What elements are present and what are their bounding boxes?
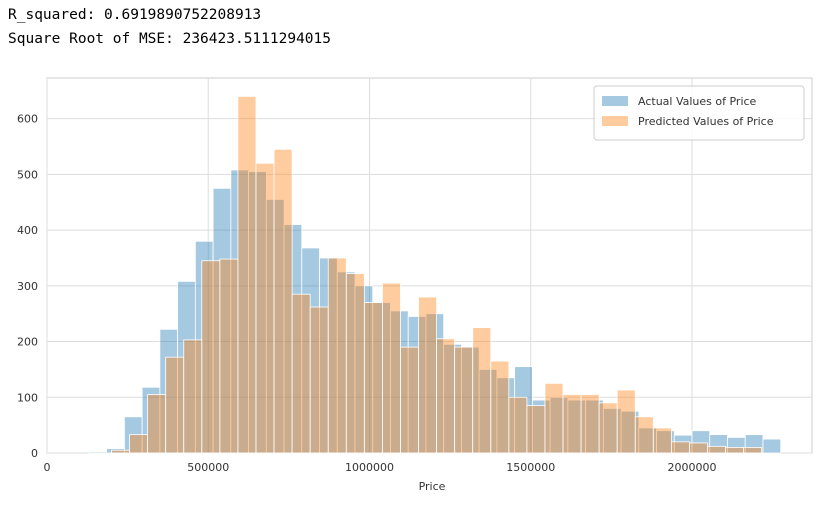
bar [255,162,275,454]
y-tick-label: 400 [17,224,38,237]
bar [707,445,726,454]
bar [508,396,528,454]
bar [725,447,745,454]
bar [580,394,600,454]
y-tick-label: 500 [17,168,38,181]
bar [526,405,546,454]
bar [309,306,329,454]
bar [237,95,257,454]
bar [273,148,293,454]
legend-label: Predicted Values of Price [638,115,774,128]
bar [165,356,185,454]
output-line: R_squared: 0.6919890752208913 [8,7,262,23]
bar [544,382,564,454]
y-tick-label: 0 [31,447,38,460]
legend-swatch [602,96,628,106]
bar [562,394,582,454]
bar [689,442,708,454]
x-axis-label: Price [419,480,446,493]
legend-label: Actual Values of Price [638,95,757,108]
bar [436,338,456,454]
output-line: Square Root of MSE: 236423.5111294015 [8,31,332,47]
bar [382,282,401,454]
x-tick-label: 1500000 [506,461,555,474]
bar [327,257,347,454]
legend-box [593,85,805,141]
bar [183,339,203,454]
x-tick-label: 0 [44,461,51,474]
bar [219,258,239,454]
bar [418,296,437,454]
x-tick-label: 1000000 [345,461,394,474]
y-tick-label: 100 [17,391,38,404]
bar [454,346,474,454]
bar [88,451,108,454]
bar [670,441,690,454]
x-tick-label: 500000 [187,461,229,474]
bar [490,360,510,454]
bar [111,449,130,454]
bar [291,293,311,454]
bar [472,327,492,454]
bar [652,427,672,454]
bar [762,438,782,454]
bar [598,402,618,454]
y-tick-label: 300 [17,280,38,293]
bar [345,273,365,454]
bar [129,434,149,454]
bar [363,302,383,454]
legend-swatch [602,116,628,126]
bar [743,447,763,454]
bar [634,416,654,454]
bar [400,346,419,454]
y-tick-label: 200 [17,336,38,349]
x-tick-label: 2000000 [668,461,717,474]
y-tick-label: 600 [17,113,38,126]
bar [616,389,636,454]
bar [201,260,221,454]
bar [147,394,167,454]
